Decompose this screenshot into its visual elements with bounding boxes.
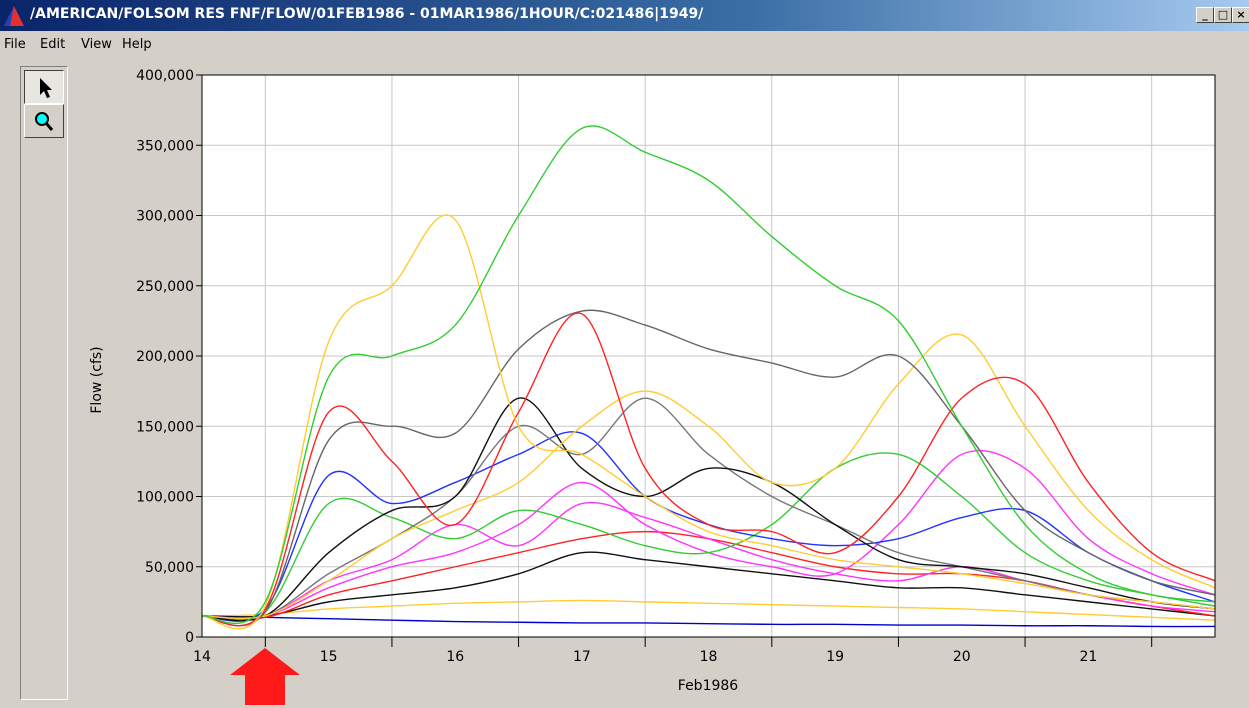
app-icon: [4, 6, 24, 26]
data-line: [202, 333, 1215, 620]
pointer-tool[interactable]: [24, 70, 64, 104]
menu-bar: File Edit View Help: [0, 33, 1249, 57]
data-line: [202, 452, 1215, 622]
data-line: [202, 397, 1215, 620]
menu-item[interactable]: Help: [122, 37, 152, 52]
x-axis-label: Feb1986: [678, 678, 739, 694]
data-line: [202, 551, 1215, 618]
y-tick-label: 400,000: [136, 68, 194, 84]
y-tick-label: 150,000: [136, 419, 194, 435]
data-line: [202, 615, 1215, 628]
y-tick-label: 100,000: [136, 490, 194, 506]
zoom-tool[interactable]: [24, 104, 64, 138]
y-tick-label: 250,000: [136, 279, 194, 295]
plot-area: [202, 75, 1215, 637]
tool-panel: [20, 66, 68, 700]
zoom-icon: [35, 112, 54, 131]
x-tick-label: 14: [193, 649, 211, 665]
x-tick-label: 20: [953, 649, 971, 665]
pointer-icon: [40, 78, 52, 98]
y-tick-label: 200,000: [136, 349, 194, 365]
data-line: [202, 125, 1215, 625]
y-tick-label: 0: [185, 630, 194, 646]
data-line: [202, 450, 1215, 619]
x-tick-label: 18: [700, 649, 718, 665]
close-button[interactable]: ×: [1232, 7, 1249, 23]
menu-item[interactable]: View: [81, 37, 112, 52]
data-line: [202, 599, 1215, 621]
data-line: [202, 530, 1215, 620]
title-bar: /AMERICAN/FOLSOM RES FNF/FLOW/01FEB1986 …: [0, 0, 1249, 31]
y-tick-label: 350,000: [136, 138, 194, 154]
y-tick-label: 300,000: [136, 209, 194, 225]
data-line: [202, 431, 1215, 622]
y-axis-label: Flow (cfs): [89, 346, 105, 413]
x-tick-label: 19: [826, 649, 844, 665]
x-tick-label: 21: [1079, 649, 1097, 665]
x-tick-label: 15: [320, 649, 338, 665]
data-line: [202, 397, 1215, 622]
data-line: [202, 309, 1215, 627]
maximize-button[interactable]: □: [1214, 7, 1232, 23]
menu-item[interactable]: Edit: [40, 37, 66, 52]
data-line: [202, 214, 1215, 630]
y-tick-label: 50,000: [145, 560, 194, 576]
data-line: [202, 312, 1215, 627]
x-tick-label: 17: [573, 649, 591, 665]
x-tick-label: 16: [446, 649, 464, 665]
plot-frame: [201, 74, 1216, 638]
window-title: /AMERICAN/FOLSOM RES FNF/FLOW/01FEB1986 …: [30, 6, 704, 22]
data-line: [202, 501, 1215, 620]
minimize-button[interactable]: _: [1196, 7, 1214, 23]
menu-item[interactable]: File: [4, 37, 26, 52]
red-arrow: [230, 648, 300, 705]
